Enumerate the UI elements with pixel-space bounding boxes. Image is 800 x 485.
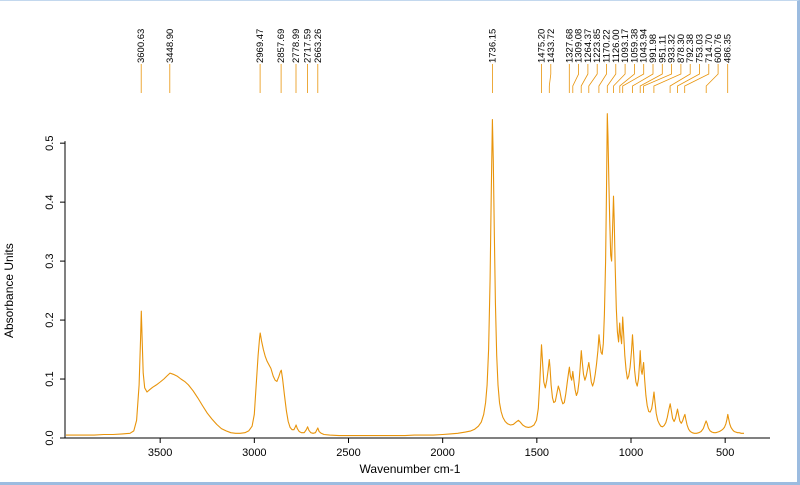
peak-label: 991.98 [648, 34, 659, 63]
peak-leader-line [598, 64, 607, 93]
peak-label: 2663.26 [313, 29, 324, 63]
peak-label: 1170.22 [601, 29, 612, 63]
peak-leader-line [548, 64, 552, 93]
peak-label: 1126.00 [611, 29, 622, 63]
x-tick-label: 3000 [242, 447, 266, 459]
x-axis-title: Wavenumber cm-1 [359, 462, 461, 476]
peak-leader-line [572, 64, 579, 93]
peak-label: 933.32 [667, 34, 678, 63]
y-tick-label: 0.4 [44, 194, 56, 209]
peak-leader-line [622, 64, 645, 93]
y-tick-label: 0.1 [44, 371, 56, 386]
peak-label: 2969.47 [255, 29, 266, 63]
peak-label: 1433.72 [546, 29, 557, 63]
peak-label: 486.35 [723, 34, 734, 63]
peak-label: 3448.90 [165, 29, 176, 63]
peak-label: 1736.15 [487, 29, 498, 63]
peak-leader-line [653, 64, 682, 93]
peak-label: 1264.37 [583, 29, 594, 63]
x-tick-label: 1500 [525, 447, 549, 459]
y-tick-label: 0.2 [44, 312, 56, 327]
y-tick-label: 0.0 [44, 430, 56, 445]
x-tick-label: 2000 [430, 447, 454, 459]
x-tick-label: 3500 [148, 447, 172, 459]
y-axis-title: Absorbance Units [2, 243, 16, 339]
peak-leader-line [606, 64, 617, 93]
peak-label: 753.03 [694, 34, 705, 63]
peak-leader-line [639, 64, 663, 93]
y-tick-label: 0.3 [44, 253, 56, 268]
peak-leader-line [684, 64, 710, 93]
peak-leader-line [632, 64, 654, 93]
peak-label: 1223.85 [592, 29, 603, 63]
peak-leader-line [580, 64, 589, 93]
x-tick-label: 1000 [619, 447, 643, 459]
peak-label: 2717.59 [303, 29, 314, 63]
peak-label: 1059.38 [629, 29, 640, 63]
x-tick-label: 2500 [336, 447, 360, 459]
peak-label: 2778.99 [291, 29, 302, 63]
peak-label: 2857.69 [276, 29, 287, 63]
peak-label: 1475.20 [537, 29, 548, 63]
peak-label: 3600.63 [136, 29, 147, 63]
spectrum-line [66, 113, 744, 437]
peak-label: 1043.94 [639, 29, 650, 63]
peak-leader-line [613, 64, 626, 93]
peak-leader-line [643, 64, 672, 93]
peak-label: 951.11 [657, 35, 668, 63]
peak-label: 714.70 [704, 34, 715, 63]
peak-label: 792.38 [685, 34, 696, 63]
peak-leader-line [677, 64, 700, 93]
y-tick-label: 0.5 [44, 136, 56, 151]
peak-leader-line [705, 64, 719, 93]
peak-label: 1327.68 [564, 29, 575, 63]
peak-label: 878.30 [676, 34, 687, 63]
peak-leader-line [619, 64, 635, 93]
peak-label: 1309.08 [574, 29, 585, 63]
peak-leader-line [588, 64, 598, 93]
x-tick-label: 500 [716, 447, 734, 459]
peak-label: 600.76 [713, 34, 724, 63]
peak-leader-line [669, 64, 691, 93]
peak-label: 1093.17 [620, 29, 631, 63]
